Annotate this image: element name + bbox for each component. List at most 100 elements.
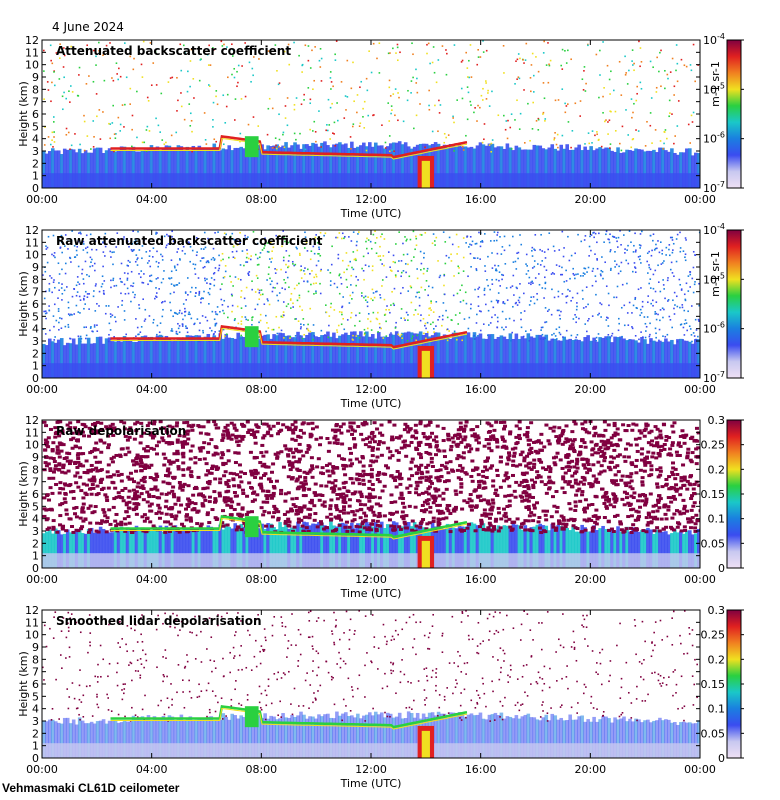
signal-speckle — [214, 340, 216, 343]
signal-speckle — [643, 503, 648, 507]
signal-speckle — [353, 100, 355, 103]
signal-speckle — [261, 500, 266, 504]
signal-speckle — [272, 511, 277, 515]
signal-speckle — [253, 441, 258, 445]
signal-speckle — [639, 244, 642, 247]
signal-speckle — [267, 107, 270, 110]
boundary-layer-column — [236, 525, 240, 568]
signal-speckle — [44, 310, 47, 312]
signal-speckle — [177, 510, 182, 514]
boundary-layer-column — [335, 143, 339, 188]
signal-speckle — [595, 340, 597, 342]
signal-speckle — [139, 461, 144, 465]
signal-speckle — [171, 328, 173, 330]
signal-speckle — [81, 510, 86, 514]
signal-speckle — [486, 526, 491, 530]
signal-speckle — [544, 321, 546, 324]
signal-speckle — [250, 499, 255, 503]
signal-speckle — [147, 283, 149, 286]
signal-speckle — [633, 62, 635, 65]
boundary-layer-column — [637, 531, 641, 568]
boundary-layer-column — [206, 333, 211, 378]
signal-speckle — [223, 461, 228, 465]
signal-speckle — [693, 283, 696, 286]
signal-speckle — [453, 332, 456, 334]
boundary-layer-column — [293, 337, 297, 378]
signal-speckle — [231, 73, 233, 76]
signal-speckle — [300, 265, 302, 267]
signal-speckle — [505, 318, 507, 320]
signal-speckle — [247, 257, 250, 260]
boundary-layer-column — [119, 526, 124, 568]
signal-speckle — [518, 296, 521, 299]
signal-speckle — [529, 300, 532, 302]
signal-speckle — [88, 504, 93, 508]
boundary-layer-column — [619, 152, 623, 188]
signal-speckle — [446, 328, 449, 331]
signal-speckle — [209, 282, 211, 285]
signal-speckle — [208, 44, 210, 47]
boundary-layer-column — [140, 530, 145, 568]
signal-speckle — [129, 103, 131, 105]
signal-speckle — [304, 231, 306, 234]
signal-speckle — [86, 135, 89, 137]
signal-speckle — [627, 262, 630, 265]
signal-speckle — [247, 236, 249, 238]
boundary-layer-column — [553, 148, 558, 188]
signal-speckle — [609, 336, 612, 339]
signal-speckle — [162, 278, 165, 280]
signal-speckle — [646, 316, 649, 318]
signal-speckle — [500, 253, 503, 255]
boundary-layer-column — [514, 145, 519, 188]
signal-speckle — [301, 529, 306, 533]
signal-speckle — [379, 296, 382, 299]
signal-speckle — [190, 119, 193, 122]
signal-speckle — [573, 508, 578, 512]
signal-speckle — [164, 300, 166, 303]
signal-speckle — [287, 241, 290, 244]
signal-speckle — [561, 88, 564, 90]
boundary-layer-column — [203, 527, 208, 568]
signal-speckle — [394, 510, 399, 514]
signal-speckle — [372, 42, 375, 45]
signal-speckle — [638, 40, 640, 43]
signal-speckle — [267, 511, 272, 515]
signal-speckle — [267, 273, 270, 276]
signal-speckle — [369, 505, 374, 509]
signal-speckle — [524, 464, 529, 468]
signal-speckle — [112, 277, 115, 280]
signal-speckle — [618, 60, 621, 63]
signal-speckle — [271, 257, 273, 260]
signal-speckle — [201, 257, 203, 260]
signal-speckle — [112, 279, 114, 282]
boundary-layer-column — [42, 533, 46, 568]
signal-speckle — [578, 445, 583, 449]
boundary-layer-column — [640, 529, 644, 568]
boundary-layer-column — [233, 338, 238, 378]
signal-speckle — [340, 311, 343, 314]
signal-speckle — [160, 242, 162, 245]
signal-speckle — [420, 234, 423, 236]
signal-speckle — [510, 339, 512, 342]
signal-speckle — [315, 234, 317, 236]
signal-speckle — [254, 456, 259, 460]
signal-speckle — [526, 265, 528, 267]
signal-speckle — [410, 92, 412, 94]
signal-speckle — [657, 240, 659, 242]
signal-speckle — [290, 461, 295, 465]
signal-speckle — [157, 516, 162, 520]
signal-speckle — [582, 298, 584, 300]
signal-speckle — [389, 311, 391, 314]
signal-speckle — [617, 329, 620, 332]
signal-speckle — [452, 507, 457, 511]
signal-speckle — [88, 275, 90, 278]
signal-speckle — [284, 447, 289, 451]
signal-speckle — [375, 290, 377, 293]
signal-speckle — [126, 287, 129, 290]
signal-speckle — [95, 93, 98, 95]
signal-speckle — [525, 426, 530, 430]
signal-speckle — [441, 324, 443, 327]
signal-speckle — [684, 319, 687, 321]
signal-speckle — [556, 441, 561, 445]
